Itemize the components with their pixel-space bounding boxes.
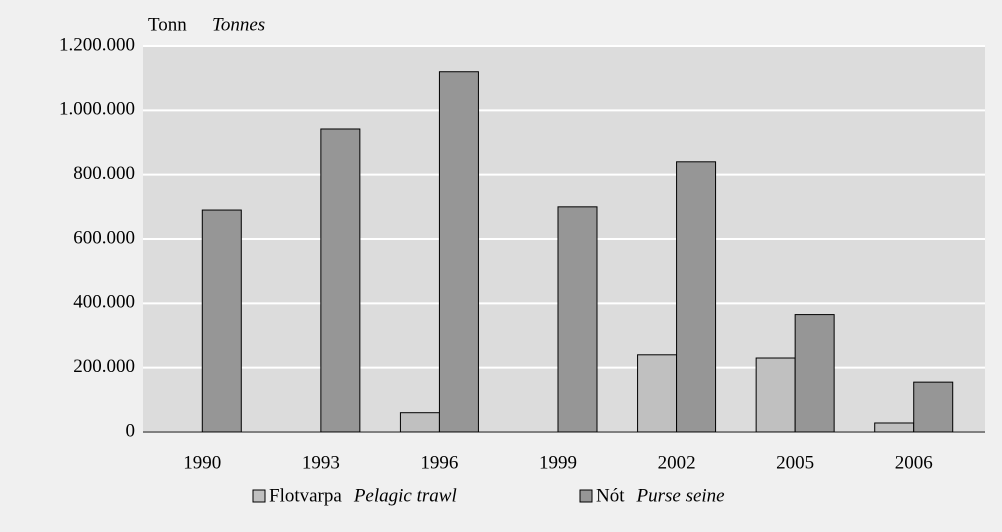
axis-label-en: Tonnes (212, 14, 265, 35)
x-tick-label: 1990 (183, 452, 221, 473)
bar (201, 209, 242, 433)
bar (637, 354, 678, 433)
y-tick-label: 1.200.000 (59, 34, 135, 55)
bar (320, 128, 361, 433)
x-tick-label: 1993 (302, 452, 340, 473)
y-tick-label: 600.000 (73, 227, 135, 248)
bar (913, 381, 954, 433)
bar (874, 422, 915, 433)
legend-swatch (579, 489, 593, 503)
legend-swatch (252, 489, 266, 503)
bar (438, 71, 479, 433)
y-tick-label: 1.000.000 (59, 99, 135, 120)
axis-label: Tonn (148, 14, 187, 35)
y-tick-label: 200.000 (73, 356, 135, 377)
y-tick-label: 800.000 (73, 163, 135, 184)
y-tick-label: 400.000 (73, 292, 135, 313)
bar (755, 357, 796, 433)
bar (399, 412, 440, 433)
legend-label: Flotvarpa (269, 485, 342, 506)
legend-label: Nót (596, 485, 625, 506)
x-tick-label: 2005 (776, 452, 814, 473)
legend-label-en: Purse seine (636, 485, 725, 506)
x-tick-label: 2006 (895, 452, 933, 473)
x-tick-label: 1999 (539, 452, 577, 473)
x-tick-label: 2002 (658, 452, 696, 473)
bar (676, 161, 717, 433)
bar (557, 206, 598, 433)
x-tick-label: 1996 (420, 452, 458, 473)
y-tick-label: 0 (126, 420, 136, 441)
bar (794, 314, 835, 433)
legend-label-en: Pelagic trawl (353, 485, 457, 506)
